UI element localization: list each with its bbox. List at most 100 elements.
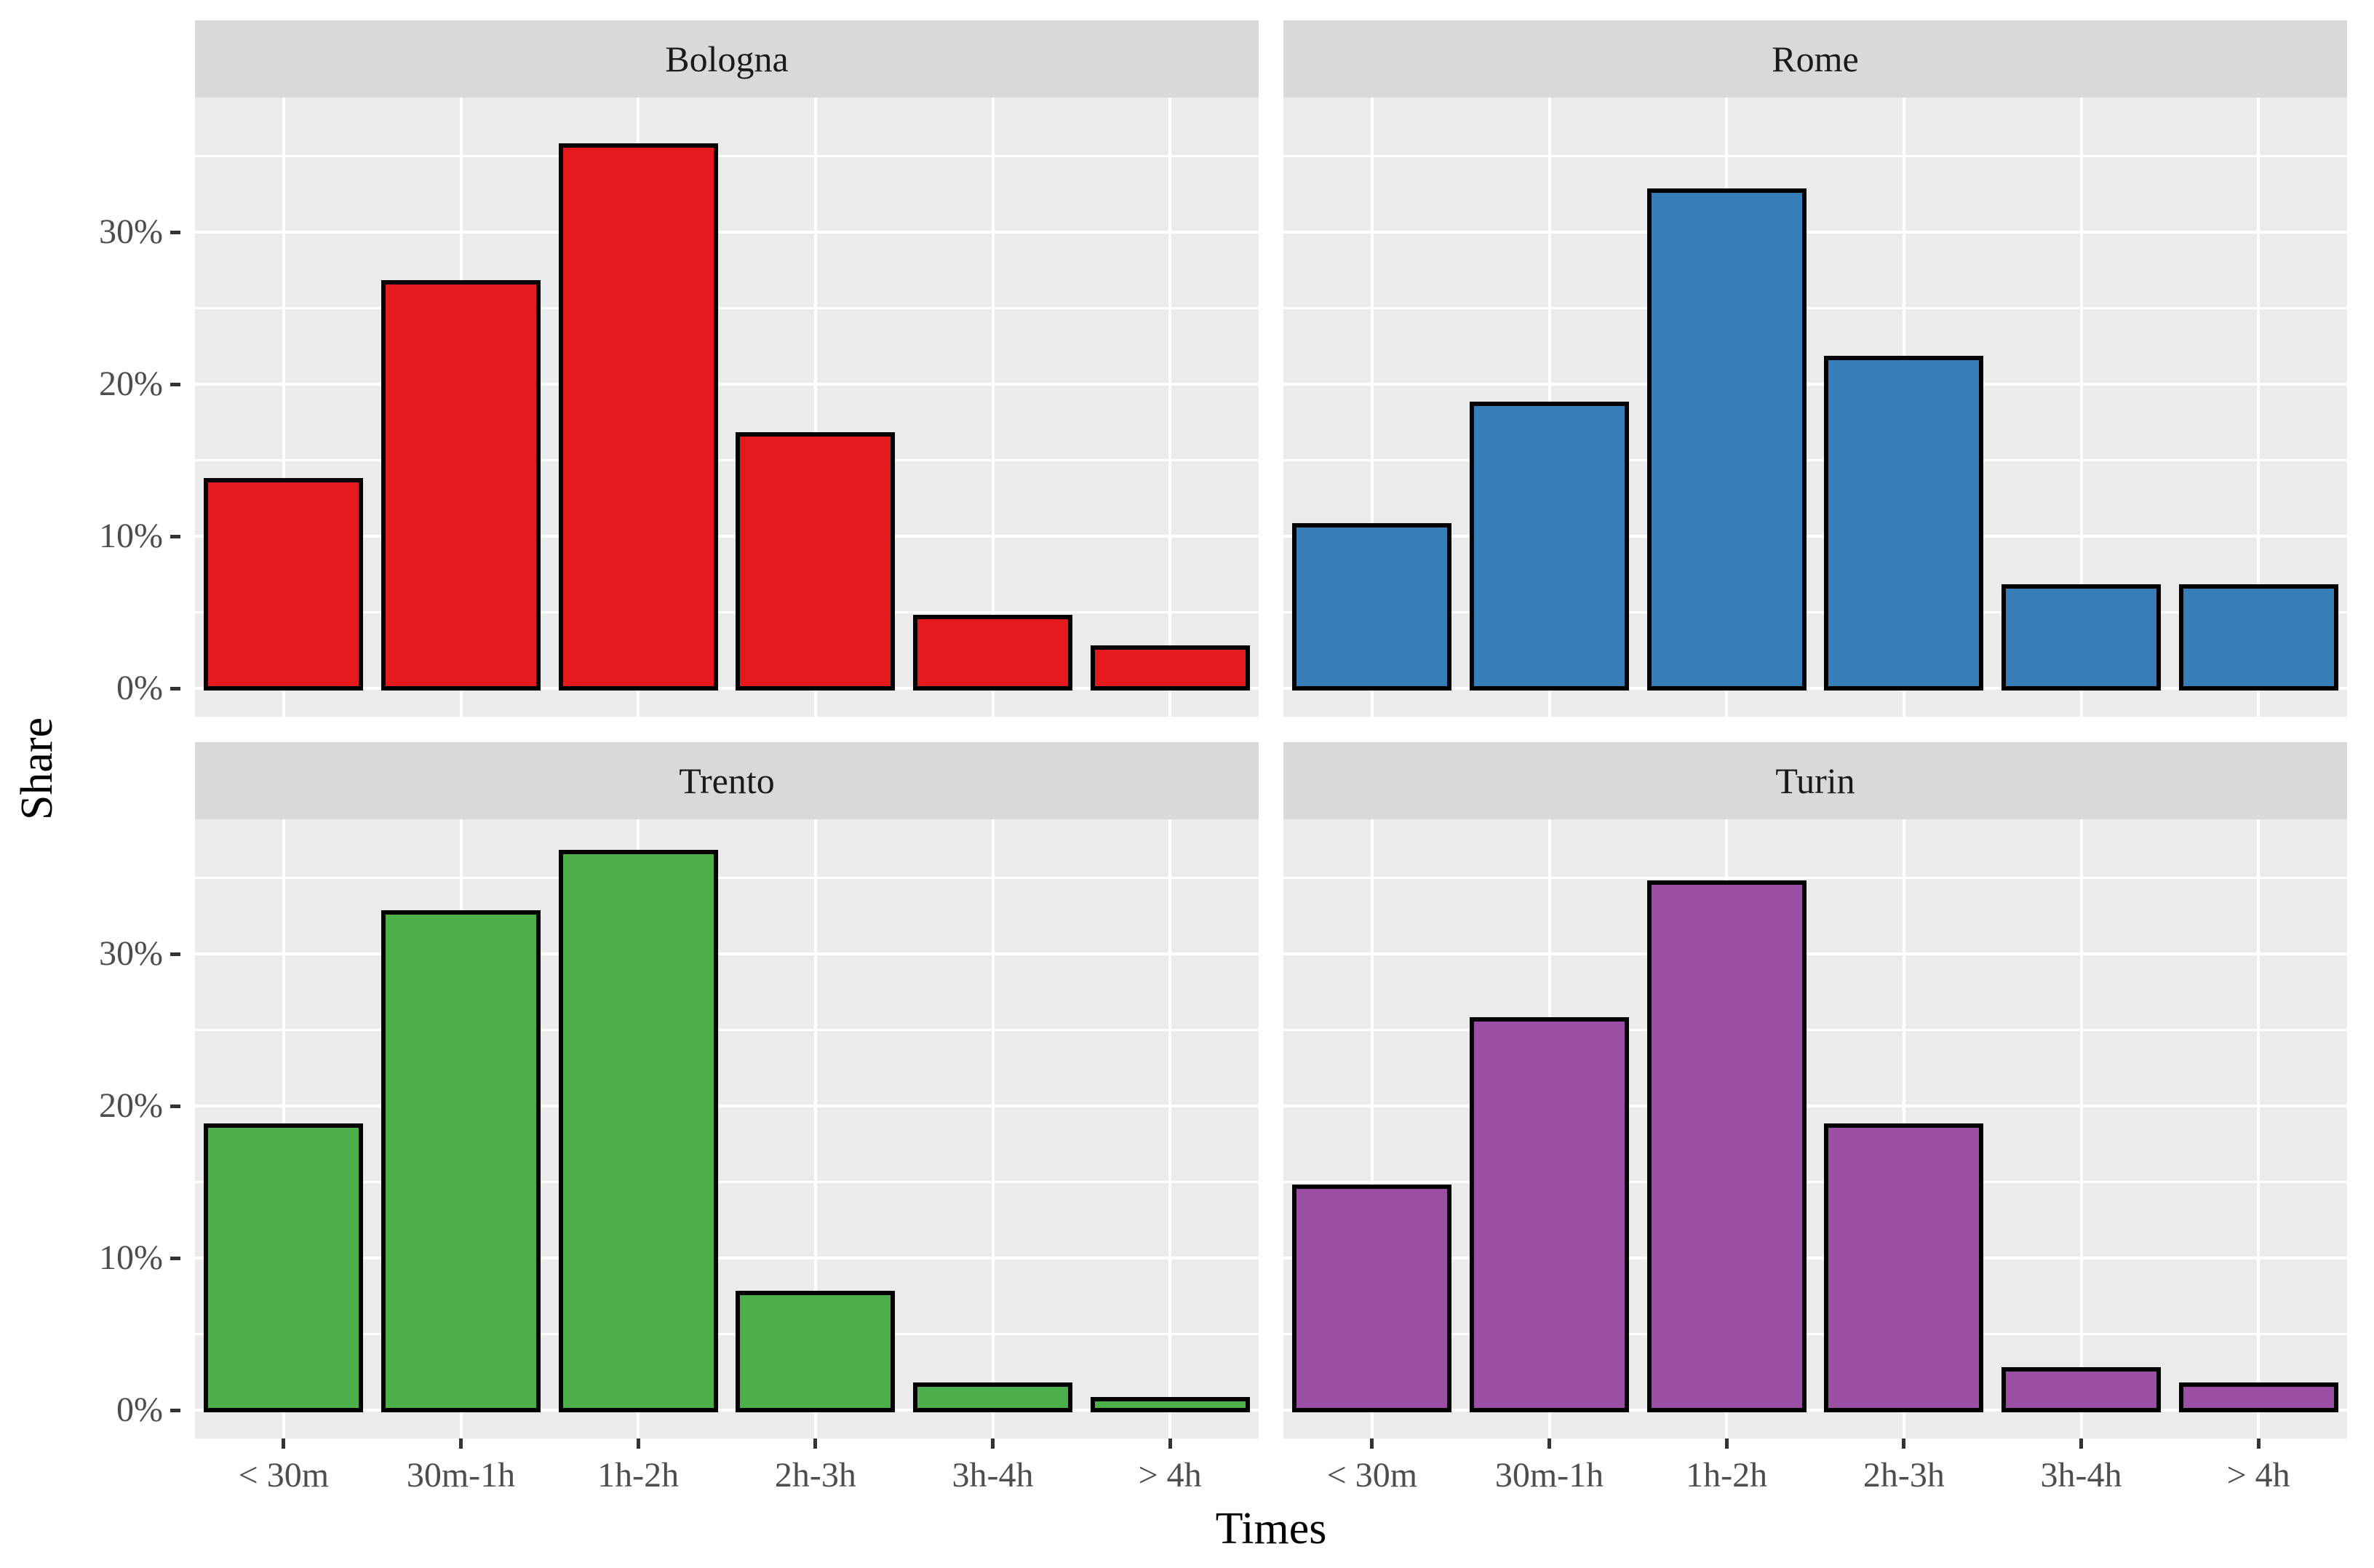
gridline-major-vertical [1168,819,1172,1438]
bar-bologna-1 [204,477,364,691]
gridline-major-horizontal [195,1257,1259,1260]
x-tick-label: > 4h [2226,1456,2290,1495]
gridline-minor-horizontal [195,1333,1259,1336]
x-tick-label: 30m-1h [1494,1456,1604,1495]
facet-rome: Rome [1283,20,2347,717]
gridline-major-horizontal [1283,231,2347,234]
y-tick-label: 0% [116,669,163,708]
facet-bologna: Bologna [195,20,1259,717]
gridline-minor-horizontal [195,1029,1259,1032]
x-tick-label: > 4h [1138,1456,1202,1495]
x-tick-label: 1h-2h [1686,1456,1768,1495]
facet-turin: Turin [1283,742,2347,1438]
gridline-major-horizontal [1283,952,2347,956]
gridline-major-vertical [813,97,817,717]
x-tick-label: 3h-4h [952,1456,1034,1495]
bar-trento-1 [204,1123,364,1413]
bar-turin-3 [1646,880,1807,1413]
facet-strip-label: Trento [679,760,775,801]
facet-strip-label: Rome [1772,39,1859,79]
gridline-major-horizontal [195,383,1259,386]
bar-turin-4 [1824,1123,1984,1413]
bar-turin-2 [1469,1016,1630,1413]
y-tick-mark [170,1104,180,1108]
bar-trento-2 [381,910,541,1413]
x-axis-title: Times [1215,1504,1327,1553]
bar-bologna-2 [381,279,541,691]
gridline-minor-horizontal [195,155,1259,157]
bar-turin-6 [2178,1382,2338,1413]
y-tick-mark [170,534,180,538]
facet-trento: Trento [195,742,1259,1438]
bar-rome-6 [2178,584,2338,691]
gridline-minor-horizontal [195,877,1259,879]
facet-strip-rome: Rome [1283,20,2347,97]
y-tick-mark [170,686,180,691]
bar-rome-5 [2001,584,2162,691]
y-tick-label: 20% [99,365,163,404]
bar-trento-5 [912,1382,1073,1413]
gridline-minor-horizontal [1283,1333,2347,1336]
gridline-major-vertical [1168,97,1172,717]
x-tick-label: 3h-4h [2040,1456,2122,1495]
y-tick-label: 30% [99,934,163,974]
gridline-major-horizontal [1283,1105,2347,1108]
gridline-major-vertical [2079,97,2083,717]
gridline-major-vertical [282,97,285,717]
gridline-major-vertical [991,819,995,1438]
facet-strip-bologna: Bologna [195,20,1259,97]
bar-trento-6 [1090,1397,1250,1413]
y-tick-label: 0% [116,1390,163,1430]
y-tick-label: 20% [99,1086,163,1126]
x-tick-mark [1902,1438,1906,1449]
y-tick-mark [170,952,180,956]
gridline-major-horizontal [195,231,1259,234]
gridline-major-horizontal [195,1105,1259,1108]
gridline-minor-horizontal [1283,877,2347,879]
x-tick-label: 2h-3h [1863,1456,1945,1495]
gridline-major-horizontal [1283,1257,2347,1260]
x-tick-mark [2079,1438,2083,1449]
gridline-minor-horizontal [195,1181,1259,1184]
gridline-minor-horizontal [1283,155,2347,157]
gridline-minor-horizontal [1283,1029,2347,1032]
x-tick-label: 2h-3h [774,1456,856,1495]
x-tick-mark [1168,1438,1172,1449]
gridline-minor-horizontal [1283,611,2347,614]
y-axis-title: Share [12,717,63,820]
y-tick-label: 10% [99,517,163,556]
facet-panel-rome [1283,97,2347,717]
x-tick-label: < 30m [1326,1456,1418,1495]
x-tick-mark [991,1438,995,1449]
bar-rome-4 [1824,356,1984,691]
gridline-minor-horizontal [1283,1181,2347,1184]
facet-panel-turin [1283,819,2347,1438]
facet-strip-label: Bologna [665,39,789,79]
y-tick-label: 30% [99,212,163,252]
bar-bologna-6 [1090,645,1250,691]
bar-bologna-4 [736,431,896,691]
facet-panel-trento [195,819,1259,1438]
bar-trento-4 [736,1291,896,1413]
gridline-major-horizontal [1283,535,2347,538]
gridline-minor-horizontal [195,307,1259,310]
bar-rome-3 [1646,188,1807,691]
x-tick-mark [459,1438,463,1449]
gridline-major-vertical [2257,819,2261,1438]
x-tick-mark [1724,1438,1729,1449]
gridline-minor-horizontal [195,459,1259,462]
gridline-major-vertical [2257,97,2261,717]
y-tick-mark [170,1256,180,1260]
x-tick-label: 1h-2h [597,1456,680,1495]
x-tick-label: < 30m [238,1456,330,1495]
facet-strip-label: Turin [1775,760,1855,801]
x-tick-mark [282,1438,286,1449]
bar-rome-1 [1292,523,1452,691]
bar-bologna-3 [558,143,718,691]
gridline-minor-horizontal [1283,307,2347,310]
gridline-major-vertical [813,819,817,1438]
gridline-major-horizontal [195,1409,1259,1412]
x-tick-mark [2256,1438,2261,1449]
gridline-major-vertical [1370,819,1374,1438]
bar-bologna-5 [912,614,1073,691]
